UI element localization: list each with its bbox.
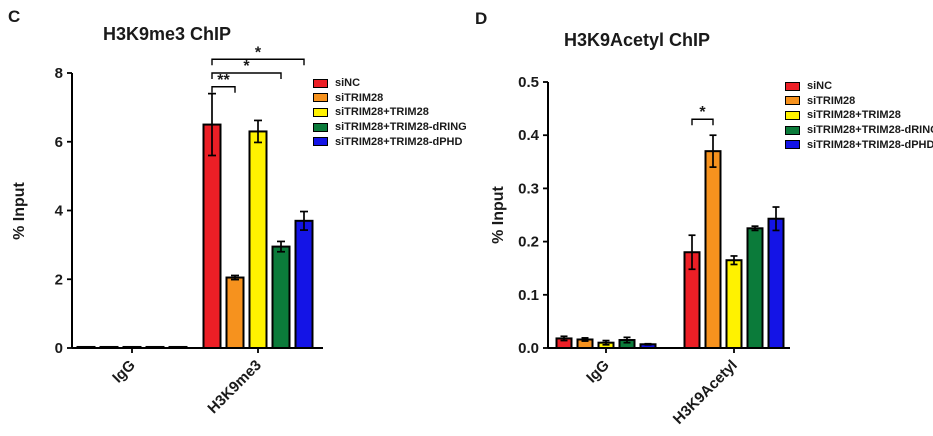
significance-bracket — [211, 86, 236, 93]
legend-item: siTRIM28+TRIM28-dPHD — [313, 134, 467, 149]
y-tick-label: 4 — [55, 203, 64, 220]
legend-item: siTRIM28 — [313, 91, 467, 106]
y-tick-label: 8 — [55, 65, 63, 82]
bar-siNC-IgG — [76, 345, 96, 349]
significance-bracket — [211, 72, 282, 79]
y-tick-label: 0.2 — [518, 234, 539, 251]
legend-item: siTRIM28 — [785, 94, 933, 109]
chart-title-h3k9acetyl: H3K9Acetyl ChIP — [563, 30, 711, 50]
legend-label: siTRIM28+TRIM28-dPHD — [335, 135, 463, 148]
legend: siNC siTRIM28 siTRIM28+TRIM28 siTRIM28+TRIM… — [313, 76, 467, 149]
chart-title-h3k9me3: H3K9me3 ChIP — [102, 24, 232, 44]
significance-label: ** — [217, 72, 230, 89]
panel-h3k9me3: C H3K9me3 ChIP % Input 0 2 4 6 8 IgG H3K9me3 **… — [0, 0, 467, 436]
y-tick-label: 0.3 — [518, 180, 539, 197]
x-category-label: IgG — [583, 357, 613, 387]
legend-swatch-icon — [313, 78, 328, 88]
legend-item: siTRIM28+TRIM28-dRING — [785, 123, 933, 138]
legend-label: siTRIM28+TRIM28-dPHD — [807, 138, 933, 151]
legend-item: siTRIM28+TRIM28-dPHD — [785, 137, 933, 152]
x-category-label: IgG — [109, 357, 139, 387]
bar-siTRIM28+TRIM28-H3K9Acetyl — [725, 259, 743, 349]
legend-item: siNC — [313, 76, 467, 91]
x-category-label: H3K9me3 — [204, 357, 264, 417]
legend-label: siTRIM28 — [807, 94, 856, 107]
legend-item: siTRIM28+TRIM28-dRING — [313, 120, 467, 135]
bar-siNC-H3K9me3 — [202, 123, 222, 349]
legend-item: siTRIM28+TRIM28 — [313, 105, 467, 120]
legend-swatch-icon — [313, 122, 328, 132]
bar-siTRIM28-H3K9Acetyl — [704, 150, 722, 349]
bar-siTRIM28+TRIM28-dRING-H3K9me3 — [271, 245, 291, 349]
legend-label: siTRIM28+TRIM28 — [335, 106, 429, 119]
bar-siTRIM28-IgG — [99, 345, 119, 349]
bar-siTRIM28-H3K9me3 — [225, 276, 245, 349]
significance-label: * — [255, 44, 262, 61]
legend-label: siNC — [807, 80, 833, 93]
y-tick-label: 0.0 — [518, 340, 539, 357]
x-category-label: H3K9Acetyl — [670, 357, 741, 428]
legend-item: siNC — [785, 79, 933, 94]
legend-swatch-icon — [313, 107, 328, 117]
legend-swatch-icon — [785, 81, 800, 91]
bar-siTRIM28+TRIM28-dPHD-IgG — [168, 345, 188, 349]
legend-swatch-icon — [785, 96, 800, 106]
legend-swatch-icon — [785, 125, 800, 135]
legend-label: siTRIM28+TRIM28 — [807, 109, 901, 122]
y-tick-label: 0.4 — [518, 127, 540, 144]
legend-label: siTRIM28 — [335, 91, 384, 104]
h3k9acetyl-bar-chart: 0.0 0.1 0.2 0.3 0.4 0.5 IgG H3K9Acetyl * — [518, 74, 790, 428]
legend: siNC siTRIM28 siTRIM28+TRIM28 siTRIM28+TRIM… — [785, 79, 933, 152]
legend-item: siTRIM28+TRIM28 — [785, 108, 933, 123]
significance-label: * — [699, 104, 706, 121]
bar-siTRIM28+TRIM28-dRING-H3K9Acetyl — [746, 227, 764, 349]
significance-bracket — [691, 118, 714, 126]
legend-label: siNC — [335, 77, 361, 90]
legend-swatch-icon — [313, 93, 328, 103]
bar-siTRIM28+TRIM28-dRING-IgG — [145, 345, 165, 349]
y-tick-label: 2 — [55, 271, 63, 288]
panel-h3k9acetyl: D H3K9Acetyl ChIP % Input 0.0 0.1 0.2 0.3 0.… — [466, 0, 933, 436]
significance-bracket — [211, 58, 305, 66]
y-tick-label: 0.5 — [518, 74, 539, 91]
significance-label: * — [243, 58, 250, 75]
panel-letter-d: D — [475, 9, 488, 28]
legend-swatch-icon — [785, 110, 800, 120]
y-tick-label: 0.1 — [518, 287, 539, 304]
bar-siTRIM28+TRIM28-H3K9me3 — [248, 130, 268, 349]
y-tick-label: 0 — [55, 340, 63, 357]
y-tick-label: 6 — [55, 134, 63, 151]
bar-siTRIM28+TRIM28-IgG — [122, 345, 142, 349]
legend-label: siTRIM28+TRIM28-dRING — [335, 121, 467, 134]
bar-siTRIM28+TRIM28-dPHD-H3K9Acetyl — [767, 217, 785, 349]
legend-swatch-icon — [313, 137, 328, 147]
bar-siTRIM28+TRIM28-dPHD-H3K9me3 — [294, 219, 314, 349]
legend-swatch-icon — [785, 140, 800, 150]
legend-label: siTRIM28+TRIM28-dRING — [807, 124, 933, 137]
panel-letter-c: C — [8, 7, 21, 26]
